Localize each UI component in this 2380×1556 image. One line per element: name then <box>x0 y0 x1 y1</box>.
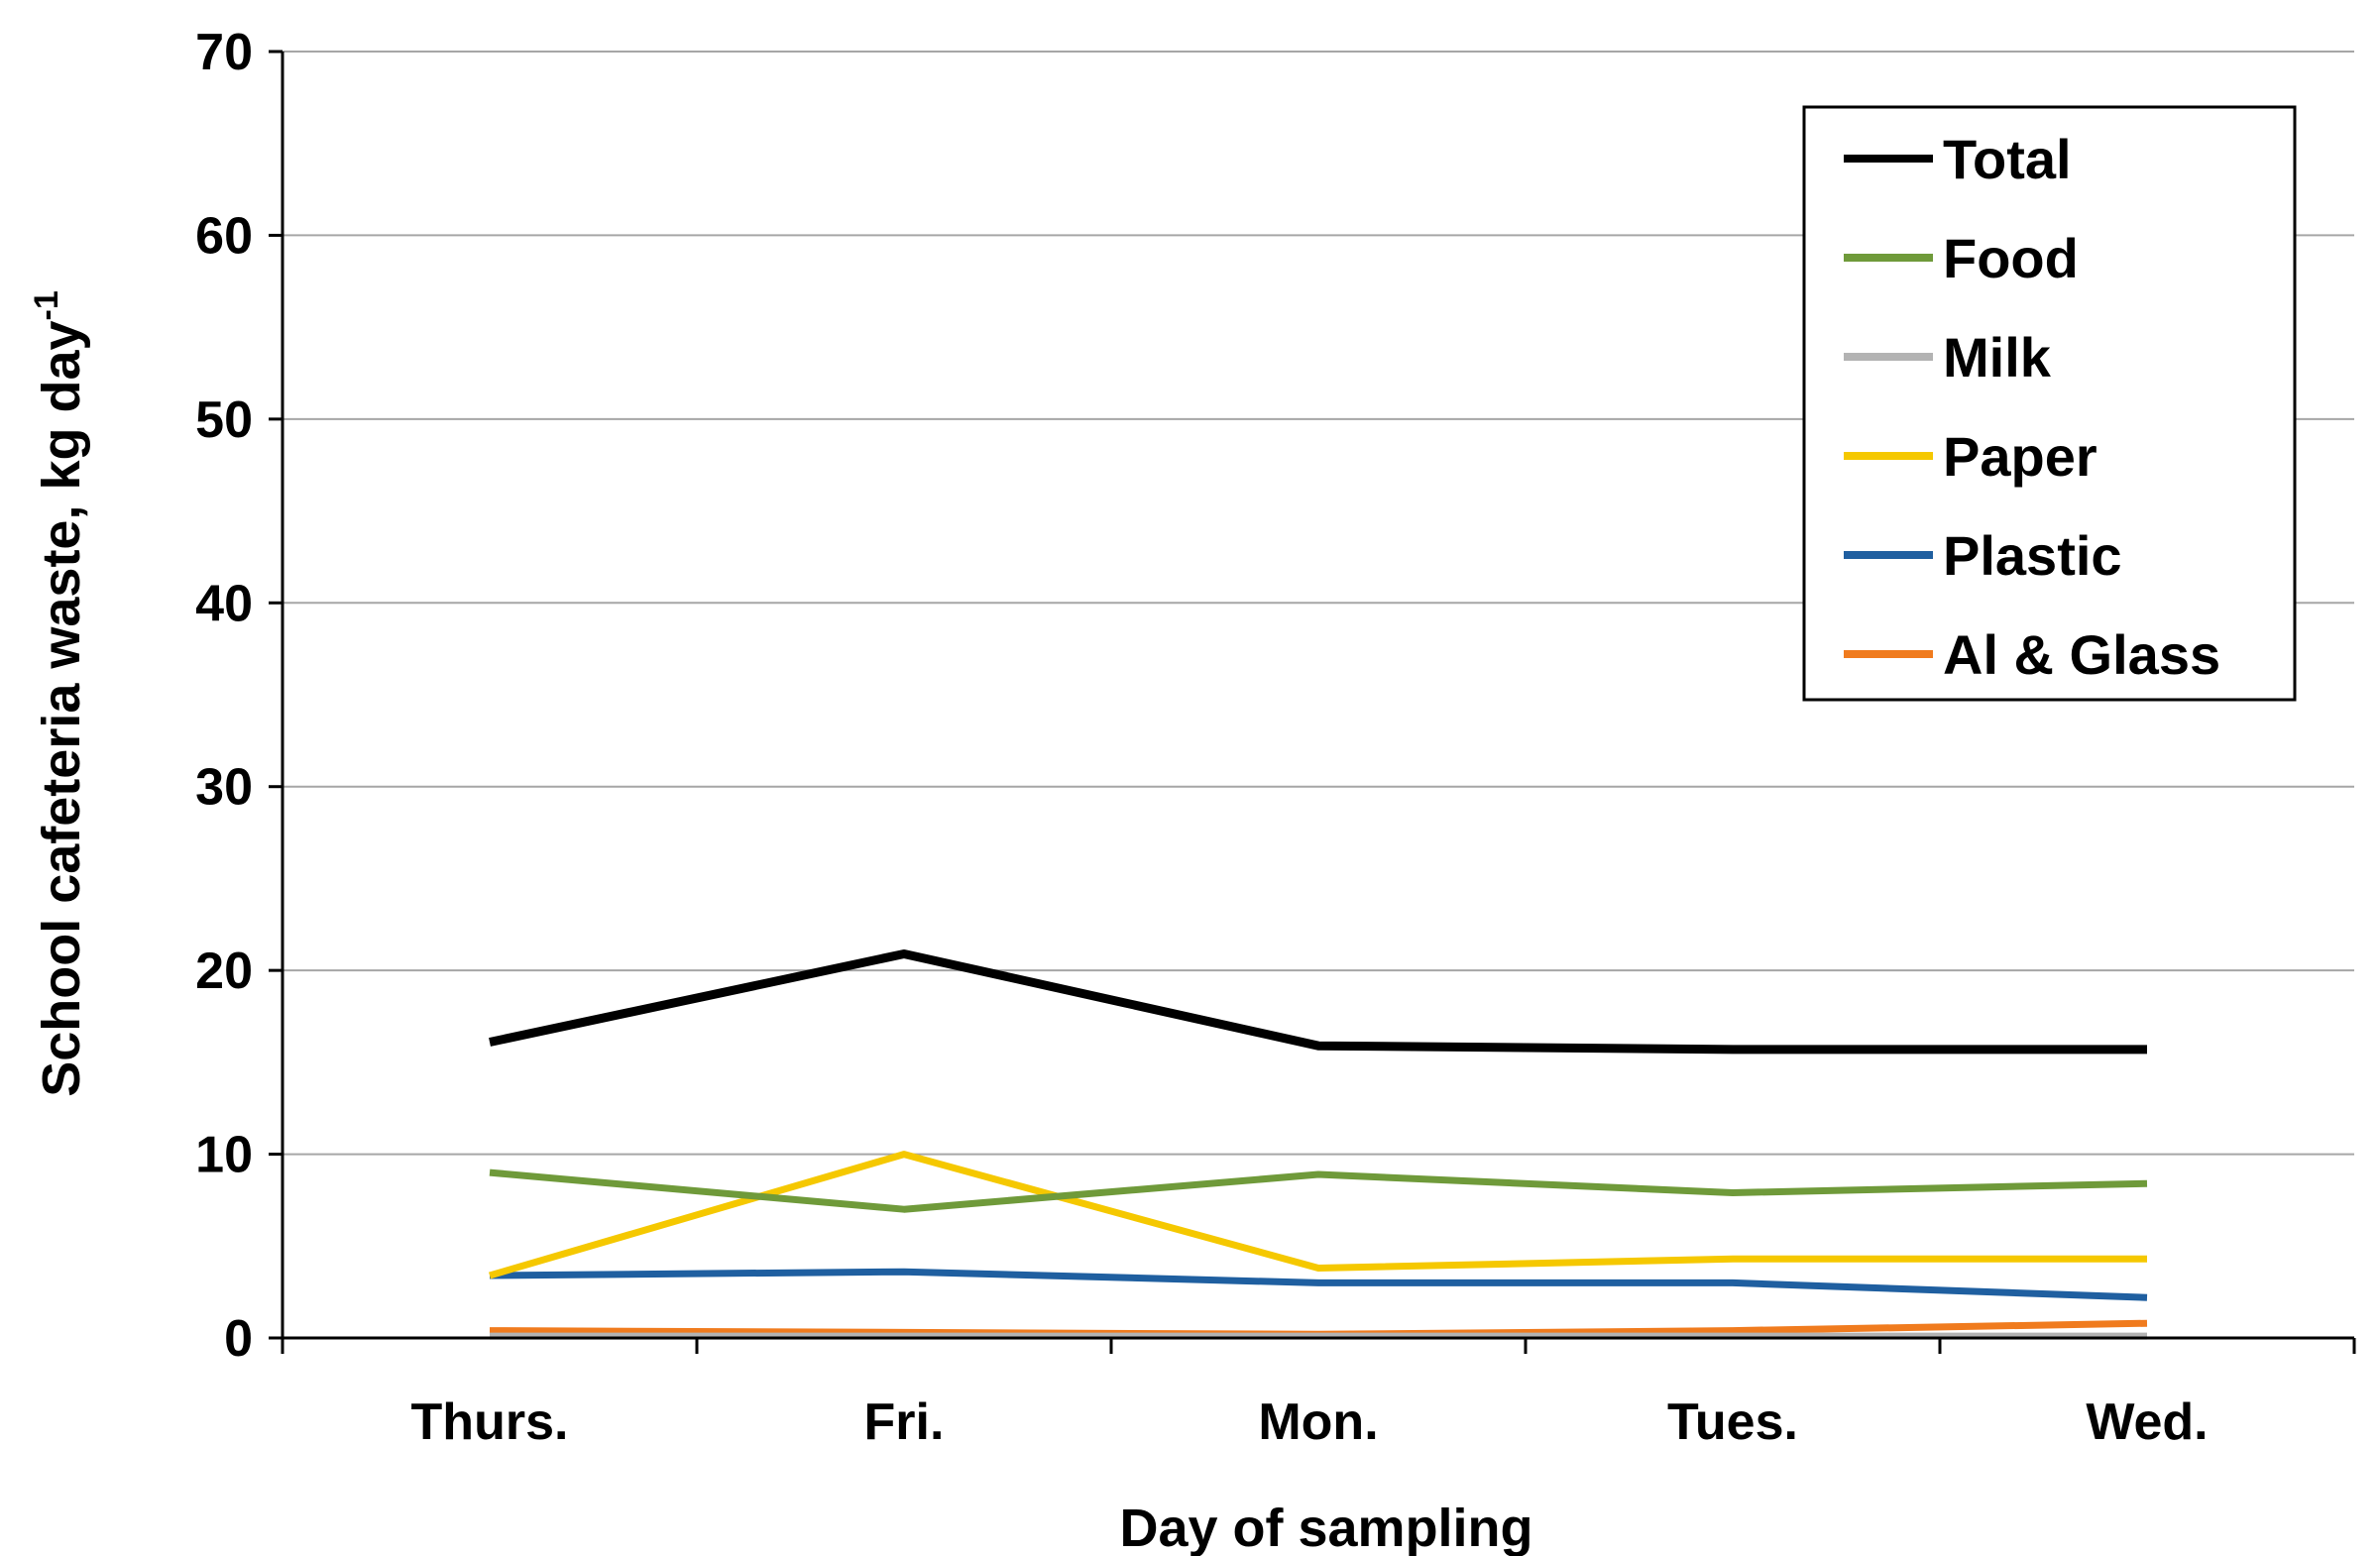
y-tick-label: 70 <box>195 24 253 81</box>
x-tick-label: Tues. <box>1667 1393 1798 1451</box>
series-lines <box>489 949 2148 1340</box>
legend-label: Total <box>1943 128 2072 190</box>
y-axis-title-superscript: -1 <box>28 290 65 320</box>
x-tick-label: Fri. <box>864 1393 945 1451</box>
legend-label: Food <box>1943 227 2079 289</box>
legend-box <box>1802 105 2297 702</box>
legend-label: Al & Glass <box>1943 623 2220 686</box>
y-axis-title-text: School cafeteria waste, kg day <box>32 320 91 1096</box>
y-tick-label: 0 <box>224 1310 253 1368</box>
series-line-total <box>489 949 2147 1055</box>
y-tick-label: 30 <box>195 759 253 817</box>
series-line-food <box>489 1168 2148 1213</box>
legend-label: Plastic <box>1943 524 2122 587</box>
axes <box>281 52 2354 1340</box>
y-tick-label: 50 <box>195 391 253 449</box>
x-tick-label: Wed. <box>2086 1393 2208 1451</box>
gridlines <box>283 51 2354 1156</box>
y-tick-label: 60 <box>195 207 253 265</box>
x-tick-label: Mon. <box>1258 1393 1378 1451</box>
y-axis-title: School cafeteria waste, kg day-1 <box>28 290 91 1097</box>
y-tick-label: 20 <box>195 943 253 1000</box>
legend-label: Milk <box>1943 326 2052 389</box>
legend-label: Paper <box>1943 425 2097 488</box>
legend: Total Food Milk Paper Plastic Al & Glass <box>1802 105 2297 702</box>
x-tick-label: Thurs. <box>411 1393 569 1451</box>
x-axis-ticks: Thurs. Fri. Mon. Tues. Wed. <box>281 1338 2356 1451</box>
x-axis-title: Day of sampling <box>1119 1499 1532 1556</box>
series-line-plastic <box>489 1268 2148 1301</box>
y-tick-label: 10 <box>195 1127 253 1184</box>
y-axis-ticks: 0 10 20 30 40 50 60 70 <box>195 24 283 1368</box>
y-tick-label: 40 <box>195 575 253 632</box>
